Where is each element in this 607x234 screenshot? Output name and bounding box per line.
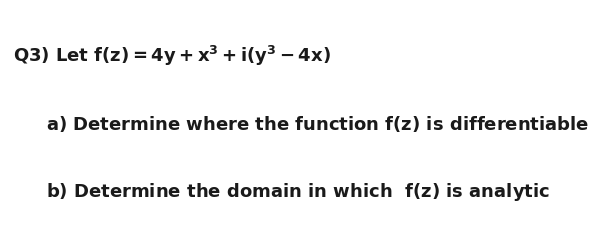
Text: Q3) Let $\mathbf{f(z) = 4y + x^3 + i(y^3 - 4x)}$: Q3) Let $\mathbf{f(z) = 4y + x^3 + i(y^3… (13, 44, 331, 68)
Text: a) Determine where the function $\mathbf{f(z)}$ is differentiable: a) Determine where the function $\mathbf… (46, 114, 589, 134)
Text: b) Determine the domain in which  $\mathbf{f(z)}$ is analytic: b) Determine the domain in which $\mathb… (46, 181, 549, 203)
